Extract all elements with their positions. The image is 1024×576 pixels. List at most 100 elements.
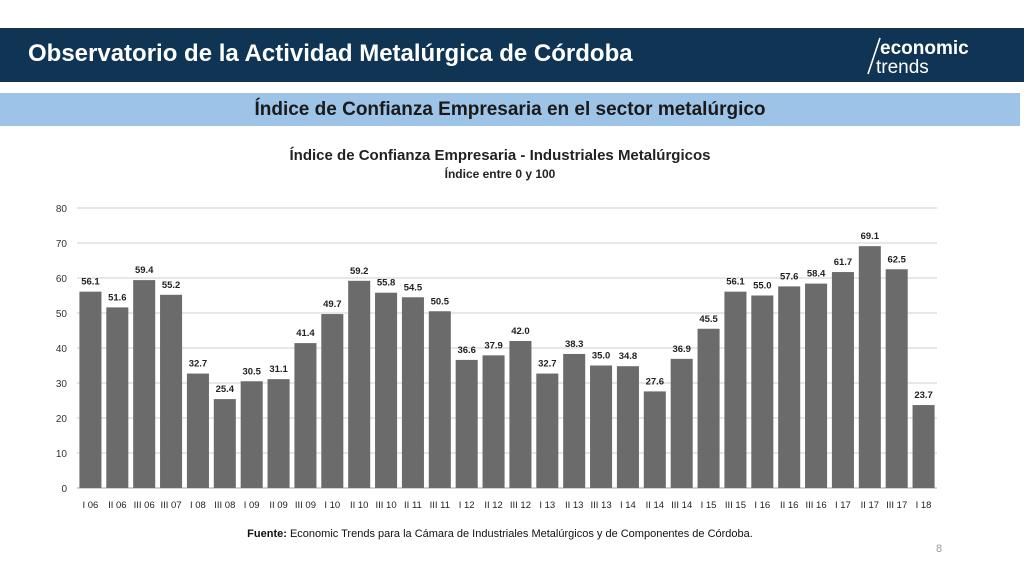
source-note: Fuente: Economic Trends para la Cámara d… <box>0 528 1000 540</box>
y-tick-label: 30 <box>56 379 68 390</box>
x-tick-label: I 16 <box>754 500 770 511</box>
data-label: 55.8 <box>377 278 396 289</box>
y-tick-label: 20 <box>56 414 68 425</box>
data-label: 59.2 <box>350 266 369 277</box>
data-label: 55.2 <box>162 280 181 291</box>
bar <box>294 343 317 488</box>
data-label: 69.1 <box>861 231 880 242</box>
bar <box>590 365 613 488</box>
data-label: 25.4 <box>216 384 235 395</box>
x-tick-label: III 07 <box>161 500 182 511</box>
x-tick-label: I 18 <box>916 500 932 511</box>
data-label: 50.5 <box>431 296 450 307</box>
logo-trends-text: trends <box>876 57 929 78</box>
bar <box>79 291 102 488</box>
bar <box>697 328 720 488</box>
data-label: 41.4 <box>296 328 315 339</box>
bar <box>428 311 451 488</box>
data-labels: 56.1 51.6 59.4 55.2 32.7 25.4 30.5 31.1 41.4 49.7… <box>81 231 933 401</box>
bar <box>401 297 424 488</box>
bar <box>133 280 156 488</box>
x-tick-label: I 08 <box>190 500 206 511</box>
x-tick-label: I 15 <box>701 500 717 511</box>
bars <box>79 246 935 488</box>
bar <box>348 280 371 488</box>
x-tick-label: III 16 <box>806 500 827 511</box>
x-tick-label: III 15 <box>725 500 746 511</box>
data-label: 55.0 <box>753 281 772 292</box>
x-tick-label: I 12 <box>459 500 475 511</box>
x-tick-label: II 16 <box>780 500 799 511</box>
source-label: Fuente: <box>247 528 287 540</box>
header-bar: Observatorio de la Actividad Metalúrgica… <box>0 28 1024 82</box>
data-label: 56.1 <box>726 277 745 288</box>
bar <box>160 294 183 488</box>
y-tick-label: 80 <box>56 204 68 215</box>
data-label: 32.7 <box>189 359 208 370</box>
chart-title: Índice de Confianza Empresaria - Industr… <box>290 147 711 164</box>
x-tick-label: I 14 <box>620 500 636 511</box>
data-label: 38.3 <box>565 339 584 350</box>
data-label: 37.9 <box>484 340 503 351</box>
page-number: 8 <box>936 543 943 555</box>
bar-chart: Índice de Confianza Empresaria - Industr… <box>56 147 937 511</box>
bar <box>375 292 398 488</box>
x-tick-label: III 11 <box>430 500 450 511</box>
bar <box>455 359 478 488</box>
bar <box>778 286 801 488</box>
data-label: 54.5 <box>404 282 423 293</box>
x-tick-label: III 13 <box>591 500 612 511</box>
y-tick-label: 50 <box>56 309 68 320</box>
data-label: 56.1 <box>81 277 100 288</box>
bar <box>321 314 344 488</box>
data-label: 61.7 <box>834 257 853 268</box>
bar <box>563 353 586 488</box>
bar <box>106 307 129 488</box>
x-tick-label: II 14 <box>646 500 665 511</box>
data-label: 27.6 <box>646 376 665 387</box>
data-label: 30.5 <box>242 366 261 377</box>
y-tick-label: 70 <box>56 239 68 250</box>
x-axis-ticks: I 06 II 06 III 06 III 07 I 08 III 08 I 09 II 09… <box>83 500 932 511</box>
x-tick-label: II 06 <box>108 500 127 511</box>
chart-subtitle: Índice entre 0 y 100 <box>445 166 556 181</box>
bar <box>858 246 881 488</box>
x-tick-label: I 10 <box>324 500 340 511</box>
bar <box>670 358 693 488</box>
data-label: 58.4 <box>807 269 826 280</box>
x-tick-label: II 11 <box>404 500 422 511</box>
x-tick-label: III 09 <box>295 500 316 511</box>
data-label: 45.5 <box>699 314 718 325</box>
bar <box>213 399 236 488</box>
bar <box>912 405 935 488</box>
x-tick-label: III 17 <box>886 500 907 511</box>
data-label: 32.7 <box>538 359 557 370</box>
data-label: 36.6 <box>457 345 476 356</box>
x-tick-label: II 09 <box>269 500 288 511</box>
data-label: 42.0 <box>511 326 530 337</box>
data-label: 59.4 <box>135 265 154 276</box>
data-label: 31.1 <box>269 364 288 375</box>
section-title-bar: Índice de Confianza Empresaria en el sec… <box>0 93 1020 126</box>
bar <box>643 391 666 488</box>
bar <box>831 272 854 488</box>
y-tick-label: 40 <box>56 344 68 355</box>
economic-trends-logo: economic trends <box>867 37 969 78</box>
data-label: 62.5 <box>887 254 906 265</box>
x-tick-label: I 06 <box>83 500 99 511</box>
x-tick-label: II 17 <box>861 500 880 511</box>
y-tick-label: 10 <box>56 449 68 460</box>
bar <box>536 373 559 488</box>
bar <box>616 366 639 488</box>
data-label: 57.6 <box>780 271 799 282</box>
data-label: 49.7 <box>323 299 342 310</box>
data-label: 35.0 <box>592 351 611 362</box>
page-title: Observatorio de la Actividad Metalúrgica… <box>28 40 633 67</box>
x-tick-label: I 13 <box>539 500 555 511</box>
y-tick-label: 60 <box>56 274 68 285</box>
x-tick-label: II 13 <box>565 500 584 511</box>
section-title: Índice de Confianza Empresaria en el sec… <box>254 99 766 120</box>
source-text: Economic Trends para la Cámara de Indust… <box>289 528 753 540</box>
x-tick-label: I 09 <box>244 500 260 511</box>
x-tick-label: III 10 <box>376 500 397 511</box>
